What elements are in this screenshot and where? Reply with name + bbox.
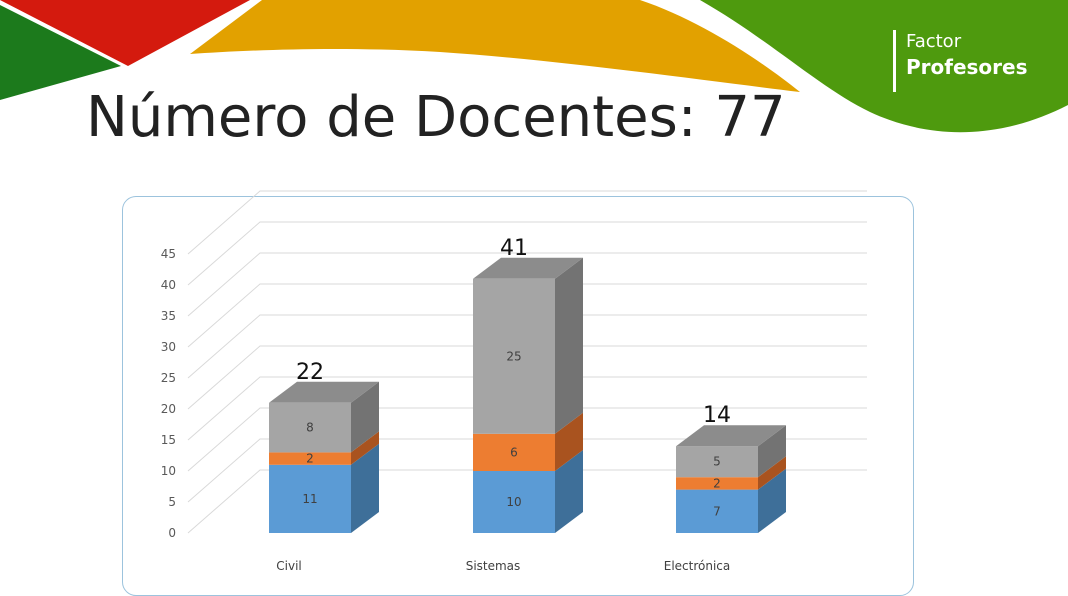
- bar-front-segment: [473, 278, 555, 434]
- gridline: [187, 407, 867, 472]
- gridline: [187, 190, 867, 255]
- y-tick-label: 15: [161, 433, 176, 447]
- gridline: [187, 438, 867, 503]
- y-tick-label: 30: [161, 340, 176, 354]
- bar-side-segment: [555, 450, 583, 533]
- gold-wave-shape: [190, 0, 800, 92]
- data-label: 11: [302, 492, 317, 506]
- gridline: [187, 283, 867, 348]
- data-label: 2: [713, 476, 721, 490]
- x-category-label: Civil: [276, 559, 301, 573]
- brand-logo: Factor Profesores: [893, 30, 1028, 92]
- bar-top-face: [473, 257, 583, 279]
- data-label: 7: [713, 504, 721, 518]
- data-label: 6: [510, 445, 518, 459]
- green-wave-shape: [700, 0, 1068, 133]
- gridline: [187, 345, 867, 410]
- data-label: 25: [506, 349, 521, 363]
- total-label: 41: [500, 236, 528, 261]
- data-label: 10: [506, 495, 521, 509]
- bar-side-segment: [351, 381, 379, 453]
- bar-front-segment: [473, 433, 555, 471]
- bar-front-segment: [676, 446, 758, 478]
- gridline: [187, 469, 867, 534]
- stacked-bar-chart-3d: 051015202530354045112822Civil1062541Sist…: [161, 190, 867, 573]
- y-tick-label: 0: [168, 526, 176, 540]
- bar-front-segment: [676, 489, 758, 533]
- x-category-label: Electrónica: [664, 559, 731, 573]
- bar-top-face: [676, 425, 786, 447]
- bar-front-segment: [269, 464, 351, 533]
- bar-side-segment: [758, 425, 786, 478]
- dark-green-triangle-shape: [0, 5, 121, 100]
- bar-top-face: [269, 381, 379, 403]
- brand-name-line2: Profesores: [906, 55, 1028, 79]
- y-tick-label: 10: [161, 464, 176, 478]
- data-label: 8: [306, 421, 314, 435]
- y-tick-label: 35: [161, 309, 176, 323]
- gridline: [187, 314, 867, 379]
- bar-side-segment: [555, 412, 583, 471]
- page-title: Número de Docentes: 77: [86, 85, 786, 150]
- bar-side-segment: [351, 443, 379, 533]
- data-label: 5: [713, 455, 721, 469]
- bar-front-segment: [473, 471, 555, 533]
- gridline: [187, 221, 867, 286]
- y-tick-label: 20: [161, 402, 176, 416]
- x-category-label: Sistemas: [466, 559, 521, 573]
- y-tick-label: 40: [161, 278, 176, 292]
- header-decoration: [0, 0, 1068, 133]
- brand-name-line1: Factor: [906, 31, 962, 52]
- data-label: 2: [306, 452, 314, 466]
- y-tick-label: 25: [161, 371, 176, 385]
- gridline: [187, 376, 867, 441]
- bar-side-segment: [555, 257, 583, 434]
- y-tick-label: 5: [168, 495, 176, 509]
- red-triangle-shape: [0, 0, 250, 66]
- y-tick-label: 45: [161, 247, 176, 261]
- bar-front-segment: [269, 402, 351, 453]
- total-label: 14: [703, 403, 731, 428]
- bar-side-segment: [758, 468, 786, 533]
- bar-side-segment: [758, 456, 786, 490]
- gridline: [187, 252, 867, 317]
- total-label: 22: [296, 360, 324, 385]
- bar-side-segment: [351, 431, 379, 465]
- bar-front-segment: [676, 477, 758, 490]
- bar-front-segment: [269, 452, 351, 465]
